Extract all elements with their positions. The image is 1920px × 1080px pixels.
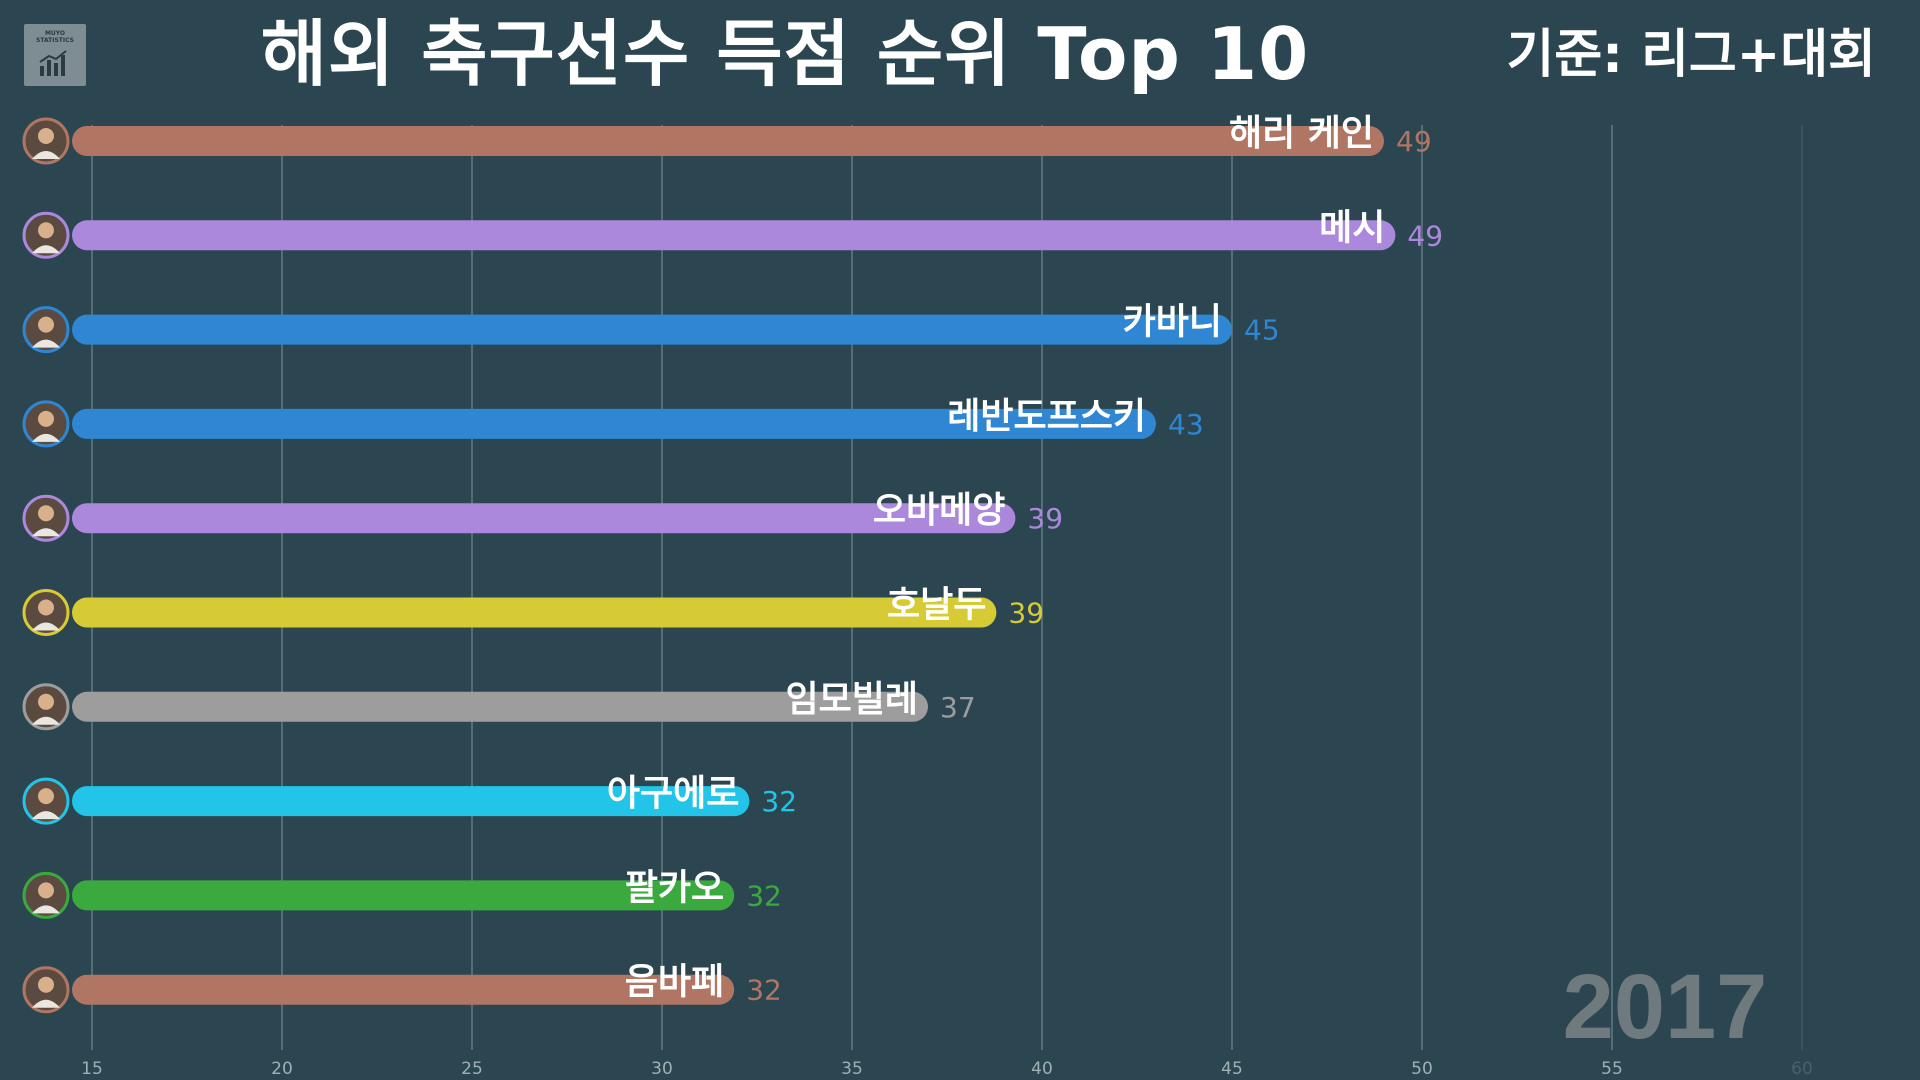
x-tick-label: 30 — [651, 1059, 673, 1079]
x-tick-label: 20 — [271, 1059, 293, 1079]
x-tick-label: 50 — [1411, 1059, 1433, 1079]
player-avatar-body — [32, 433, 60, 442]
x-tick-label: 55 — [1601, 1059, 1623, 1079]
bar-name-label: 오바메양 — [873, 490, 1005, 531]
bar — [72, 974, 735, 1005]
bar — [72, 314, 1232, 345]
player-avatar-body — [32, 339, 60, 348]
criteria-label: 기준: 리그+대회 — [1506, 25, 1876, 85]
page-title: 해외 축구선수 득점 순위 Top 10 — [260, 12, 1310, 96]
bar-name-label: 음바페 — [625, 962, 724, 1003]
logo-text-line1: MUYO — [44, 30, 66, 37]
bar — [72, 880, 735, 911]
x-tick-label: 15 — [81, 1059, 103, 1079]
bar — [72, 786, 750, 817]
bar-chart-icon — [39, 50, 67, 76]
bar-value-label: 32 — [761, 785, 797, 818]
bar-name-label: 카바니 — [1123, 302, 1222, 343]
player-avatar-body — [32, 151, 60, 159]
bar-value-label: 39 — [1027, 502, 1063, 535]
bar — [72, 220, 1396, 251]
bar-name-label: 호날두 — [887, 585, 986, 626]
bar — [72, 408, 1156, 439]
player-avatar-body — [32, 999, 60, 1008]
bar-name-label: 해리 케인 — [1229, 113, 1374, 154]
x-tick-label: 45 — [1221, 1059, 1243, 1079]
bar-name-label: 팔카오 — [625, 867, 724, 908]
bar-value-label: 43 — [1168, 408, 1204, 441]
bar-value-label: 37 — [940, 691, 976, 724]
player-avatar-face — [38, 976, 54, 993]
player-avatar-face — [38, 788, 54, 805]
bar-value-label: 32 — [746, 974, 782, 1007]
player-avatar-face — [38, 882, 54, 899]
player-avatar-face — [38, 693, 54, 710]
player-avatar-body — [32, 811, 60, 820]
bar — [72, 126, 1384, 156]
player-avatar-face — [38, 128, 54, 144]
x-tick-label: 35 — [841, 1059, 863, 1079]
player-avatar-face — [38, 410, 54, 427]
bar-value-label: 39 — [1008, 597, 1044, 630]
player-avatar-face — [38, 316, 54, 333]
bar-value-label: 32 — [746, 879, 782, 912]
x-tick-label: 40 — [1031, 1059, 1053, 1079]
player-avatar-body — [32, 528, 60, 537]
player-avatar-body — [32, 622, 60, 631]
player-avatar-face — [38, 222, 54, 239]
x-tick-label: 60 — [1791, 1059, 1813, 1079]
player-avatar-face — [38, 599, 54, 616]
bar — [72, 503, 1016, 534]
bar — [72, 597, 997, 628]
bar-name-label: 아구에로 — [607, 773, 739, 814]
player-avatar-face — [38, 505, 54, 522]
bar — [72, 691, 928, 722]
year-label: 2017 — [1563, 956, 1768, 1058]
bar-name-label: 임모빌레 — [786, 679, 918, 720]
bar-name-label: 레반도프스키 — [947, 396, 1146, 437]
channel-logo: MUYO STATISTICS — [24, 24, 86, 86]
bar-value-label: 49 — [1407, 219, 1443, 252]
x-tick-label: 25 — [461, 1059, 483, 1079]
bar-value-label: 45 — [1244, 314, 1280, 347]
bar-name-label: 메시 — [1319, 207, 1385, 248]
player-avatar-body — [32, 905, 60, 914]
logo-text-line2: STATISTICS — [36, 37, 74, 44]
logo-text: MUYO STATISTICS — [24, 30, 86, 44]
player-avatar-body — [32, 716, 60, 725]
bar-value-label: 49 — [1396, 125, 1432, 158]
player-avatar-body — [32, 245, 60, 254]
